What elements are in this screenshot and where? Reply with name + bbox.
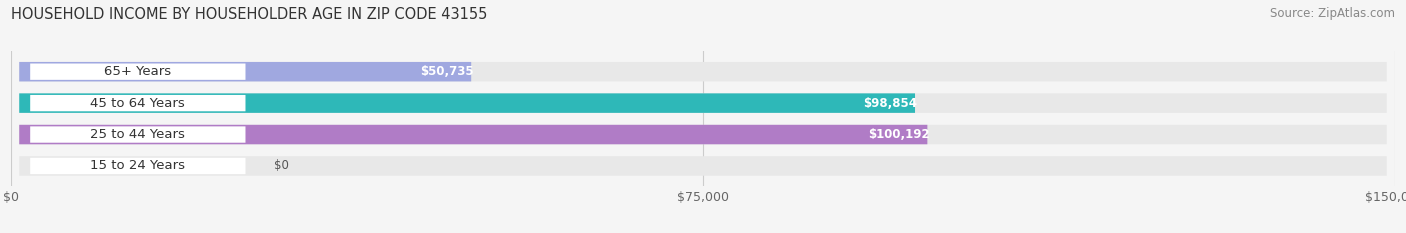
- FancyBboxPatch shape: [30, 126, 246, 143]
- Text: $100,192: $100,192: [868, 128, 929, 141]
- FancyBboxPatch shape: [20, 62, 471, 81]
- Text: 65+ Years: 65+ Years: [104, 65, 172, 78]
- Text: 15 to 24 Years: 15 to 24 Years: [90, 159, 186, 172]
- FancyBboxPatch shape: [20, 125, 928, 144]
- FancyBboxPatch shape: [20, 125, 1386, 144]
- Text: $50,735: $50,735: [420, 65, 474, 78]
- Text: $98,854: $98,854: [863, 97, 918, 110]
- Text: 25 to 44 Years: 25 to 44 Years: [90, 128, 186, 141]
- FancyBboxPatch shape: [20, 93, 915, 113]
- FancyBboxPatch shape: [30, 95, 246, 111]
- Text: $0: $0: [274, 159, 290, 172]
- FancyBboxPatch shape: [30, 158, 246, 174]
- FancyBboxPatch shape: [20, 156, 1386, 176]
- Text: Source: ZipAtlas.com: Source: ZipAtlas.com: [1270, 7, 1395, 20]
- Text: HOUSEHOLD INCOME BY HOUSEHOLDER AGE IN ZIP CODE 43155: HOUSEHOLD INCOME BY HOUSEHOLDER AGE IN Z…: [11, 7, 488, 22]
- FancyBboxPatch shape: [30, 64, 246, 80]
- Text: 45 to 64 Years: 45 to 64 Years: [90, 97, 186, 110]
- FancyBboxPatch shape: [20, 62, 1386, 81]
- FancyBboxPatch shape: [20, 93, 1386, 113]
